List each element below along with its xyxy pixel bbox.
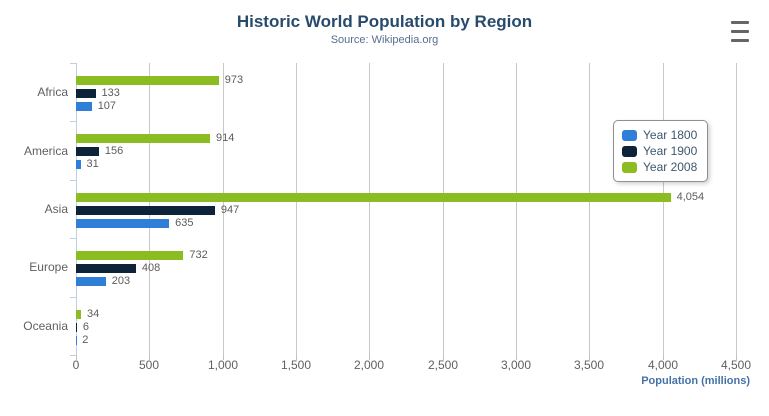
category-label-oceania: Oceania [23, 319, 68, 333]
legend: Year 1800 Year 1900 Year 2008 [613, 120, 709, 182]
x-axis-title: Population (millions) [641, 375, 750, 387]
x-axis-tick [223, 355, 224, 360]
bar-value-label: 34 [86, 308, 100, 320]
x-axis-tick [736, 355, 737, 360]
bar-africa-year-1900[interactable] [76, 89, 96, 98]
category-label-africa: Africa [37, 85, 68, 99]
bar-value-label: 4,054 [676, 191, 705, 203]
x-axis-tick [149, 355, 150, 360]
category-label-asia: Asia [44, 202, 68, 216]
bar-value-label: 203 [111, 275, 131, 287]
chart-title: Historic World Population by Region [236, 12, 533, 31]
bar-america-year-2008[interactable] [76, 134, 211, 143]
bar-value-label: 635 [175, 217, 194, 229]
gridline [663, 63, 664, 355]
x-tick-label: 2,000 [353, 358, 385, 372]
plot-area: 973 133 107 914 156 31 4,054 947 635 732 408 203 34 6… [70, 63, 737, 360]
x-axis-tick [663, 355, 664, 360]
gridline [369, 63, 370, 355]
legend-item-year-1800[interactable]: Year 1800 [622, 127, 697, 143]
bar-america-year-1800[interactable] [76, 160, 81, 169]
x-tick-label: 4,500 [720, 358, 752, 372]
bar-asia-year-1800[interactable] [76, 219, 170, 228]
gridline [736, 63, 737, 355]
x-tick-label: 2,500 [427, 358, 459, 372]
hamburger-icon[interactable] [731, 21, 751, 45]
bar-value-label: 31 [86, 158, 99, 170]
bar-europe-year-2008[interactable] [76, 251, 184, 260]
bar-africa-year-2008[interactable] [76, 76, 219, 85]
y-axis-tick [70, 63, 76, 64]
bar-value-label: 156 [104, 145, 124, 157]
hamburger-bar [731, 21, 749, 24]
x-tick-label: 0 [72, 358, 80, 372]
bar-value-label: 947 [220, 204, 240, 216]
bar-value-label: 107 [97, 100, 117, 112]
x-axis-tick [443, 355, 444, 360]
legend-swatch-icon [622, 129, 637, 141]
chart-subtitle: Source: Wikipedia.org [330, 34, 439, 46]
bar-value-label: 133 [101, 87, 120, 99]
x-tick-label: 1,500 [280, 358, 312, 372]
legend-item-year-2008[interactable]: Year 2008 [622, 159, 697, 175]
x-tick-label: 3,500 [573, 358, 605, 372]
bar-value-label: 914 [216, 132, 235, 144]
x-axis-tick [296, 355, 297, 360]
x-tick-label: 3,000 [500, 358, 532, 372]
legend-label: Year 1800 [643, 128, 698, 142]
y-axis-tick [70, 180, 76, 181]
hamburger-bar [731, 30, 749, 33]
x-axis-tick [589, 355, 590, 360]
y-axis-tick [70, 121, 76, 122]
legend-label: Year 1900 [643, 144, 698, 158]
bar-europe-year-1900[interactable] [76, 264, 136, 273]
gridline [296, 63, 297, 355]
gridline [516, 63, 517, 355]
legend-item-year-1900[interactable]: Year 1900 [622, 143, 697, 159]
bar-america-year-1900[interactable] [76, 147, 99, 156]
gridline [223, 63, 224, 355]
x-tick-label: 1,000 [207, 358, 239, 372]
bar-asia-year-2008[interactable] [76, 193, 671, 202]
x-tick-label: 500 [138, 358, 160, 372]
bar-asia-year-1900[interactable] [76, 206, 215, 215]
hamburger-bar [731, 39, 749, 42]
x-axis-tick [516, 355, 517, 360]
bar-oceania-year-1900[interactable] [76, 323, 77, 332]
gridline [589, 63, 590, 355]
bar-value-label: 408 [141, 262, 161, 274]
x-axis-tick [369, 355, 370, 360]
legend-swatch-icon [622, 161, 637, 173]
x-tick-label: 4,000 [647, 358, 679, 372]
bar-value-label: 973 [224, 74, 244, 86]
bar-oceania-year-2008[interactable] [76, 310, 81, 319]
y-axis-tick [70, 355, 76, 356]
legend-label: Year 2008 [643, 160, 698, 174]
bar-value-label: 732 [189, 249, 208, 261]
legend-swatch-icon [622, 145, 637, 157]
category-label-europe: Europe [29, 260, 68, 274]
y-axis-tick [70, 238, 76, 239]
x-axis-tick [76, 355, 77, 360]
bar-value-label: 2 [82, 334, 89, 346]
bar-africa-year-1800[interactable] [76, 102, 92, 111]
bar-value-label: 6 [82, 321, 89, 333]
gridline [443, 63, 444, 355]
y-axis-tick [70, 297, 76, 298]
bar-europe-year-1800[interactable] [76, 277, 106, 286]
category-label-america: America [23, 144, 68, 158]
